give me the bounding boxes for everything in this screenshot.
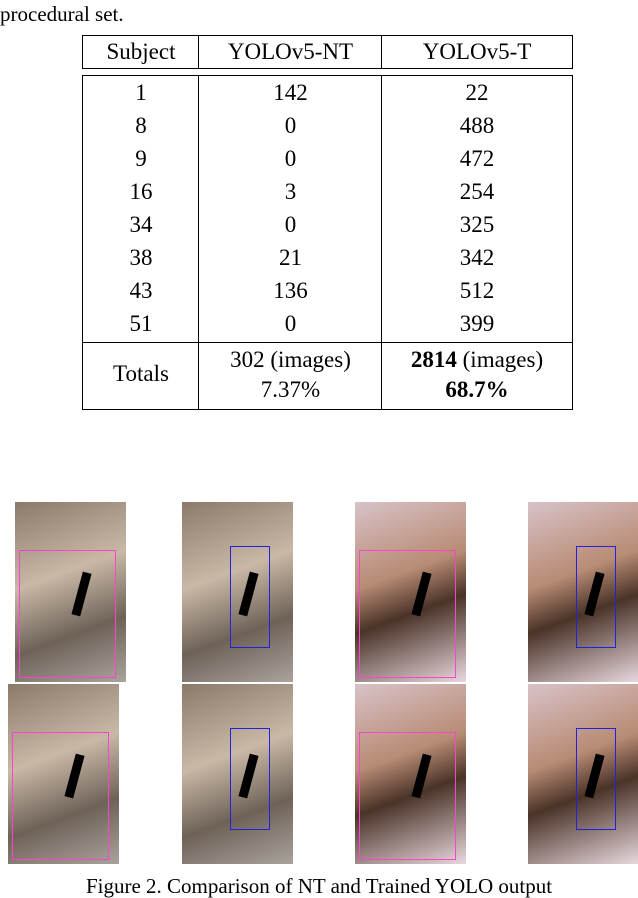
- detection-image-nt: [15, 502, 126, 682]
- table-cell: 325: [459, 212, 495, 237]
- detection-image-trained: [528, 684, 638, 864]
- totals-t-count-rest: (images): [456, 347, 544, 372]
- table-cell: 488: [459, 113, 495, 138]
- totals-t-count: 2814 (images): [382, 345, 572, 375]
- bounding-box: [19, 550, 116, 678]
- table-cell: 16: [129, 179, 153, 204]
- table-cell: 0: [284, 311, 297, 336]
- detection-image-trained: [182, 502, 293, 682]
- table-cell: 0: [284, 146, 297, 171]
- table-cell: 3: [284, 179, 297, 204]
- table-cell: 136: [273, 278, 308, 303]
- table-cell: 38: [129, 245, 153, 270]
- table-cell: 0: [284, 212, 297, 237]
- bounding-box: [576, 728, 616, 830]
- detection-image-nt: [355, 684, 466, 864]
- table-cell: 8: [135, 113, 147, 138]
- table-cell: 1: [135, 80, 147, 105]
- table-header: Subject YOLOv5-NT YOLOv5-T: [82, 35, 573, 69]
- bounding-box: [359, 732, 456, 860]
- bounding-box: [12, 732, 109, 860]
- figure-caption: Figure 2. Comparison of NT and Trained Y…: [85, 874, 553, 898]
- table-cell: 9: [135, 146, 147, 171]
- detection-image-trained: [182, 684, 293, 864]
- totals-label: Totals: [113, 361, 169, 386]
- bounding-box: [230, 728, 270, 830]
- table-row: 9 0 472: [83, 142, 572, 175]
- table-cell: 34: [129, 212, 153, 237]
- table-row: 43 136 512: [83, 274, 572, 307]
- table-cell: 342: [459, 245, 495, 270]
- table-row: 16 3 254: [83, 175, 572, 208]
- header-t: YOLOv5-T: [422, 39, 532, 64]
- table-cell: 22: [465, 80, 489, 105]
- table-row: 8 0 488: [83, 109, 572, 142]
- table-cell: 51: [129, 311, 153, 336]
- intro-text: procedural set.: [0, 2, 124, 26]
- header-nt: YOLOv5-NT: [227, 39, 354, 64]
- table-row: 38 21 342: [83, 241, 572, 274]
- table-cell: 0: [284, 113, 297, 138]
- bounding-box: [576, 546, 616, 648]
- bounding-box: [359, 550, 456, 678]
- header-subject: Subject: [106, 39, 176, 64]
- table-cell: 142: [273, 80, 308, 105]
- table-row: 1 142 22: [83, 76, 572, 109]
- totals-row: Totals 302 (images) 7.37% 2814 (images) …: [83, 342, 572, 409]
- table-cell: 254: [459, 179, 495, 204]
- table-cell: 21: [279, 245, 302, 270]
- table-cell: 399: [459, 311, 495, 336]
- table-cell: 43: [129, 278, 153, 303]
- table-body: Totals 302 (images) 7.37% 2814 (images) …: [82, 75, 573, 410]
- detection-image-trained: [528, 502, 638, 682]
- totals-nt-count: 302 (images): [230, 347, 351, 372]
- table-row: 51 0 399: [83, 307, 572, 340]
- totals-t-count-bold: 2814: [410, 347, 457, 372]
- totals-t-pct: 68.7%: [445, 377, 509, 402]
- bounding-box: [230, 546, 270, 648]
- table-cell: 512: [459, 278, 495, 303]
- table-cell: 472: [459, 146, 495, 171]
- totals-nt-pct: 7.37%: [260, 377, 321, 402]
- table-row: 34 0 325: [83, 208, 572, 241]
- detection-image-nt: [355, 502, 466, 682]
- detection-image-nt: [8, 684, 119, 864]
